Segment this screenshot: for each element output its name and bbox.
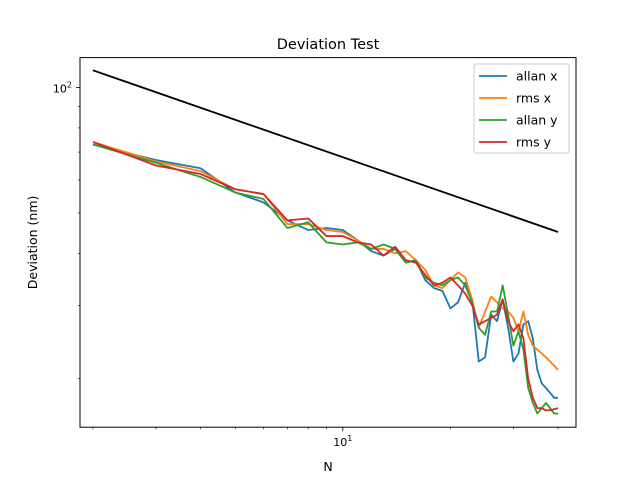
series-line-allan-y	[92, 143, 559, 415]
series-line-reference	[92, 69, 559, 233]
legend-label-rms-x: rms x	[516, 91, 551, 106]
legend-box	[473, 63, 570, 154]
x-tick-label: 101	[333, 434, 352, 449]
y-tick-label: 102	[53, 81, 72, 96]
legend-label-allan-y: allan y	[516, 113, 558, 128]
legend-label-rms-y: rms y	[516, 135, 552, 150]
legend-label-allan-x: allan x	[516, 69, 558, 84]
x-axis-ticks: 101	[92, 427, 559, 449]
x-axis-label: N	[323, 459, 332, 474]
legend: allan x rms x allan y rms y	[473, 63, 570, 154]
series-line-rms-y	[92, 141, 559, 412]
y-axis-label: Deviation (nm)	[25, 196, 40, 290]
chart-title: Deviation Test	[277, 37, 380, 53]
axes-frame	[79, 57, 577, 428]
series-line-rms-x	[92, 141, 559, 371]
y-axis-ticks: 102	[53, 81, 80, 380]
plot-lines	[92, 69, 559, 415]
